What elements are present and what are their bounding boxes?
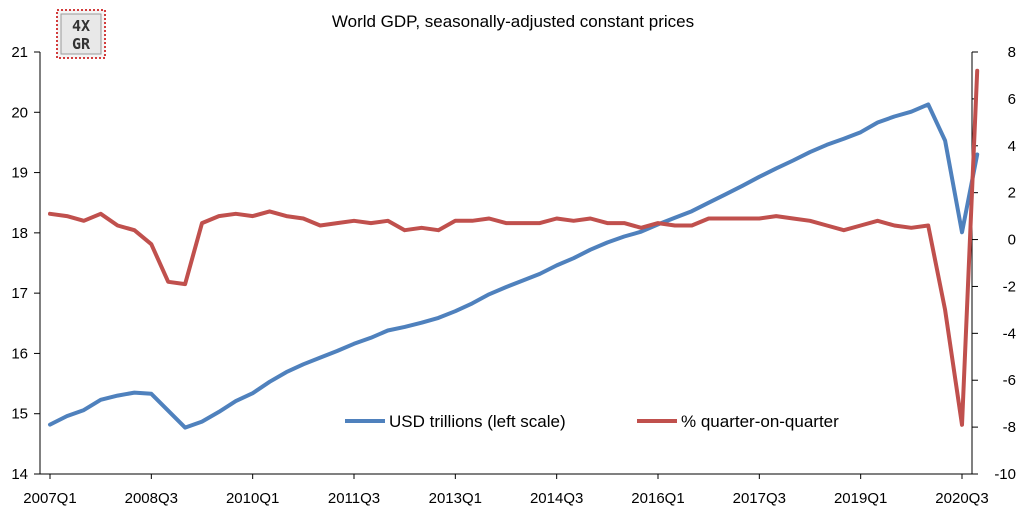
x-tick-label: 2013Q1 (429, 490, 482, 507)
right-tick-label: 6 (1008, 91, 1016, 108)
right-tick-label: 0 (1008, 232, 1016, 249)
x-tick-label: 2010Q1 (226, 490, 279, 507)
legend-label-usd: USD trillions (left scale) (389, 412, 566, 431)
x-tick-label: 2020Q3 (935, 490, 988, 507)
x-tick-label: 2017Q3 (733, 490, 786, 507)
x-tick-label: 2019Q1 (834, 490, 887, 507)
right-tick-label: -6 (1003, 372, 1016, 389)
chart-title: World GDP, seasonally-adjusted constant … (332, 12, 694, 31)
left-tick-label: 17 (11, 285, 28, 302)
logo: 4X GR (56, 9, 106, 59)
legend-label-qoq: % quarter-on-quarter (681, 412, 839, 431)
left-tick-label: 15 (11, 406, 28, 423)
right-tick-label: -10 (994, 466, 1016, 483)
right-tick-label: -4 (1003, 325, 1016, 342)
right-tick-label: 4 (1008, 138, 1016, 155)
left-tick-label: 20 (11, 104, 28, 121)
right-tick-label: -8 (1003, 419, 1016, 436)
left-tick-label: 16 (11, 345, 28, 362)
logo-line-1: 4X (72, 17, 90, 35)
right-tick-label: -2 (1003, 278, 1016, 295)
left-tick-label: 19 (11, 165, 28, 182)
left-axis-ticks: 14 15 16 17 18 19 20 21 (11, 44, 40, 483)
right-axis-ticks: -10 -8 -6 -4 -2 0 2 4 6 8 (972, 44, 1016, 483)
x-tick-label: 2011Q3 (328, 490, 380, 507)
x-tick-label: 2016Q1 (631, 490, 684, 507)
series-layer (48, 68, 980, 430)
x-axis-ticks: 2007Q1 2008Q3 2010Q1 2011Q3 2013Q1 2014Q3 2016… (23, 474, 989, 507)
left-tick-label: 18 (11, 225, 28, 242)
x-tick-label: 2007Q1 (23, 490, 76, 507)
left-tick-label: 21 (11, 44, 28, 61)
right-tick-label: 8 (1008, 44, 1016, 61)
x-tick-label: 2008Q3 (125, 490, 178, 507)
right-tick-label: 2 (1008, 185, 1016, 202)
series-usd-line (48, 102, 980, 430)
legend: USD trillions (left scale) % quarter-on-… (345, 412, 839, 431)
logo-line-2: GR (72, 35, 91, 53)
series-qoq-line (48, 68, 980, 427)
left-tick-label: 14 (11, 466, 28, 483)
x-tick-label: 2014Q3 (530, 490, 583, 507)
